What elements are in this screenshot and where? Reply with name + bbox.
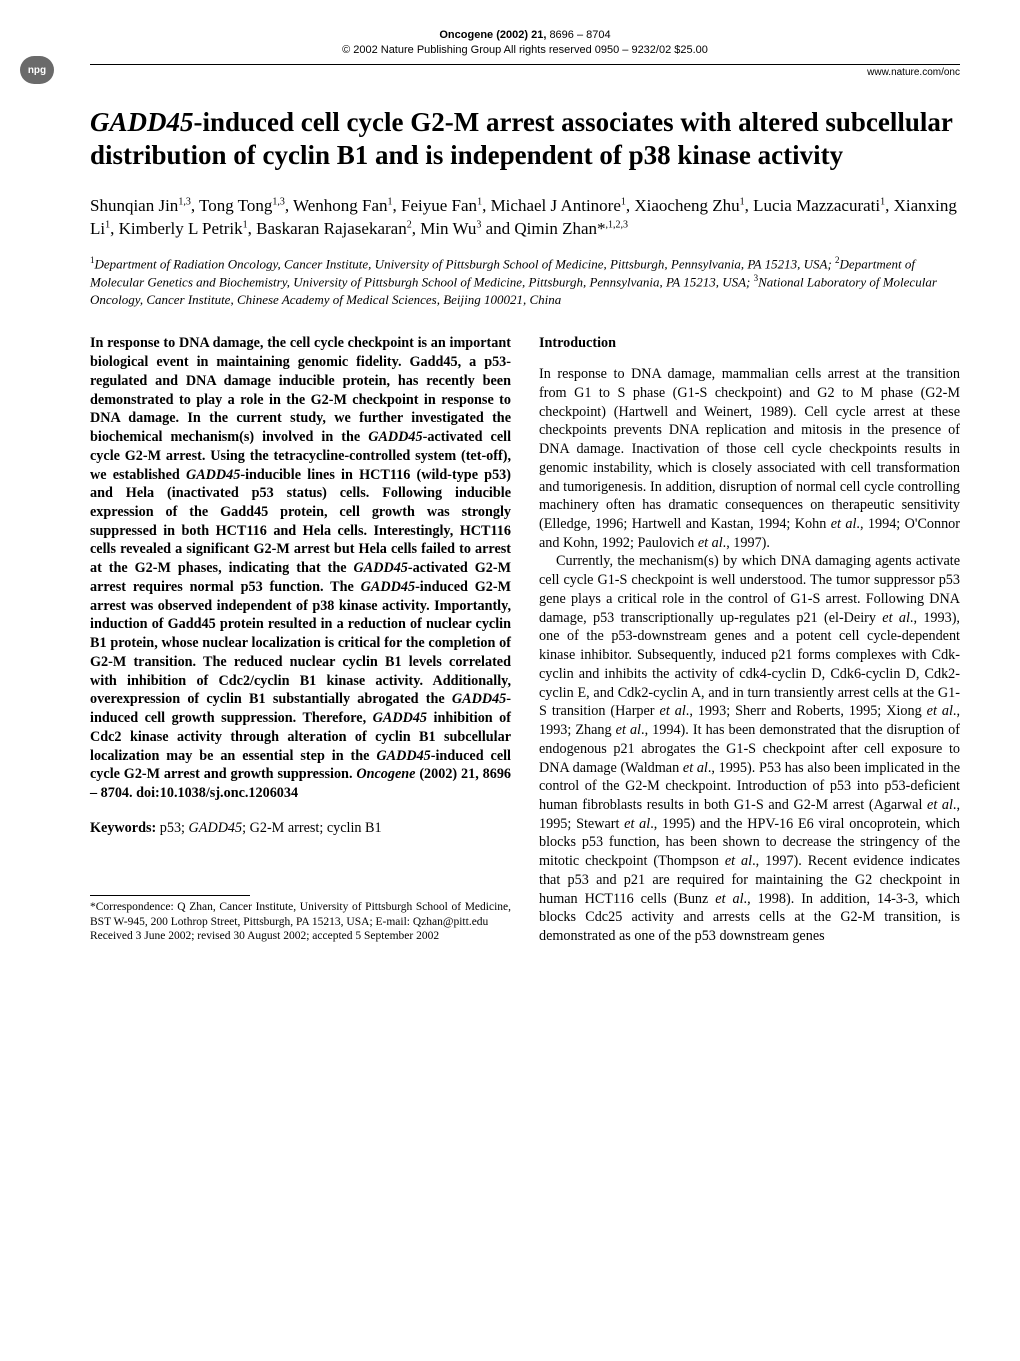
- footnotes: *Correspondence: Q Zhan, Cancer Institut…: [90, 900, 511, 943]
- keywords: Keywords: p53; GADD45; G2-M arrest; cycl…: [90, 819, 511, 838]
- journal-url: www.nature.com/onc: [90, 67, 960, 78]
- correspondence: *Correspondence: Q Zhan, Cancer Institut…: [90, 900, 511, 929]
- affiliations: 1Department of Radiation Oncology, Cance…: [90, 255, 960, 308]
- rights-line: © 2002 Nature Publishing Group All right…: [342, 44, 708, 56]
- journal-line: Oncogene (2002) 21, 8696 – 8704: [439, 29, 610, 41]
- journal-pages: 8696 – 8704: [549, 29, 610, 41]
- two-column-body: In response to DNA damage, the cell cycl…: [90, 334, 960, 946]
- footnote-rule: [90, 895, 250, 896]
- left-column: In response to DNA damage, the cell cycl…: [90, 334, 511, 946]
- introduction-heading: Introduction: [539, 334, 960, 353]
- intro-paragraph-1: In response to DNA damage, mammalian cel…: [539, 365, 960, 552]
- title-gene: GADD45: [90, 107, 194, 137]
- abstract: In response to DNA damage, the cell cycl…: [90, 334, 511, 802]
- journal-header: Oncogene (2002) 21, 8696 – 8704 © 2002 N…: [90, 28, 960, 58]
- authors: Shunqian Jin1,3, Tong Tong1,3, Wenhong F…: [90, 195, 960, 241]
- publisher-badge: npg: [20, 56, 54, 84]
- journal-volume: 21,: [531, 29, 546, 41]
- right-column: Introduction In response to DNA damage, …: [539, 334, 960, 946]
- intro-paragraph-2: Currently, the mechanism(s) by which DNA…: [539, 552, 960, 945]
- header-rule: [90, 64, 960, 65]
- article-title: GADD45-induced cell cycle G2-M arrest as…: [90, 106, 960, 174]
- received-dates: Received 3 June 2002; revised 30 August …: [90, 929, 511, 943]
- title-rest: -induced cell cycle G2-M arrest associat…: [90, 107, 952, 171]
- journal-prefix: Oncogene (2002): [439, 29, 531, 41]
